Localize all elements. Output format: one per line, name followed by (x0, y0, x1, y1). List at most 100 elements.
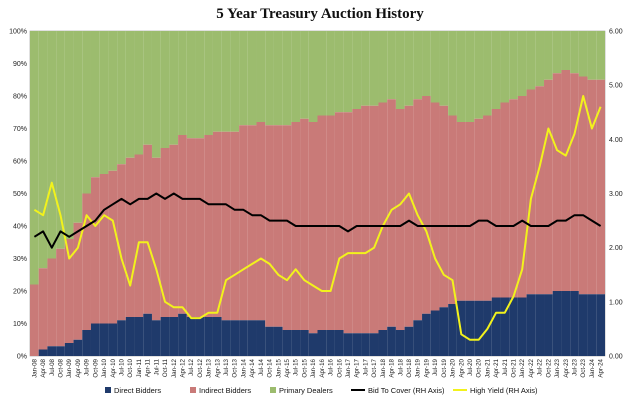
bar-indirect-bidders (395, 109, 405, 330)
bar-direct-bidders (395, 330, 405, 356)
bar-primary-dealers (352, 31, 362, 109)
bar-primary-dealers (212, 31, 222, 132)
bar-primary-dealers (430, 31, 440, 103)
bar-primary-dealers (439, 31, 449, 106)
bar-direct-bidders (125, 317, 135, 356)
bar-primary-dealers (596, 31, 605, 80)
bar-primary-dealers (326, 31, 335, 116)
bar-indirect-bidders (204, 135, 213, 317)
bar-direct-bidders (587, 294, 597, 356)
high-yield-line (33, 95, 602, 341)
bar-direct-bidders (204, 317, 213, 356)
bar-direct-bidders (265, 326, 274, 356)
x-axis-tick-label: Apr-18 (389, 358, 396, 377)
bar-direct-bidders (143, 313, 152, 356)
bar-primary-dealers (308, 31, 318, 122)
x-axis-tick-label: Jan-12 (171, 358, 178, 377)
bar-indirect-bidders (300, 118, 309, 330)
bar-primary-dealers (56, 31, 65, 249)
bar-primary-dealers (535, 31, 545, 87)
bar-primary-dealers (204, 31, 213, 135)
x-axis-tick-label: Apr-09 (75, 358, 82, 377)
bar-direct-bidders (134, 317, 144, 356)
bar-indirect-bidders (544, 79, 553, 295)
bar-direct-bidders (212, 317, 222, 356)
bar-indirect-bidders (64, 239, 74, 343)
bar-primary-dealers (343, 31, 353, 113)
right-axis-tick-label: 0.00 (609, 354, 623, 361)
x-axis-tick-label: Apr-16 (319, 358, 326, 377)
bar-direct-bidders (439, 307, 449, 356)
bar-primary-dealers (378, 31, 388, 103)
x-axis-tick-label: Jul-18 (397, 358, 404, 375)
legend-swatch (270, 387, 276, 393)
right-axis-tick-label: 5.00 (609, 83, 623, 90)
x-axis-tick-label: Jul-10 (118, 358, 125, 375)
bar-direct-bidders (561, 291, 571, 356)
bar-primary-dealers (30, 31, 39, 285)
bar-direct-bidders (317, 330, 327, 356)
bar-direct-bidders (509, 297, 518, 356)
bar-primary-dealers (195, 31, 205, 139)
bar-direct-bidders (73, 339, 83, 356)
bar-direct-bidders (300, 330, 309, 356)
bar-indirect-bidders (212, 131, 222, 317)
x-axis-tick-label: Jul-23 (572, 358, 579, 375)
right-axis-tick-label: 1.00 (609, 299, 623, 306)
bar-indirect-bidders (160, 148, 170, 317)
bar-primary-dealers (134, 31, 144, 155)
bar-primary-dealers (247, 31, 257, 126)
bar-primary-dealers (491, 31, 501, 109)
bar-primary-dealers (422, 31, 431, 96)
bar-indirect-bidders (134, 154, 144, 317)
bar-indirect-bidders (361, 105, 370, 334)
bar-primary-dealers (317, 31, 327, 116)
bar-indirect-bidders (570, 73, 579, 291)
x-axis-tick-label: Jan-19 (415, 358, 422, 377)
x-axis-tick-label: Apr-17 (354, 358, 361, 377)
left-axis-tick-label: 70% (13, 126, 27, 133)
bar-direct-bidders (465, 300, 475, 356)
bar-primary-dealers (47, 31, 57, 259)
bar-direct-bidders (526, 294, 536, 356)
bar-indirect-bidders (526, 89, 536, 295)
bar-primary-dealers (160, 31, 170, 148)
x-axis-tick-label: Jan-13 (206, 358, 213, 377)
bar-direct-bidders (239, 320, 248, 356)
x-axis-tick-label: Oct-10 (127, 358, 134, 377)
bar-primary-dealers (125, 31, 135, 158)
bar-indirect-bidders (38, 268, 48, 350)
bar-primary-dealers (117, 31, 126, 165)
legend-label: Direct Bidders (114, 386, 161, 395)
x-axis-tick-label: Oct-08 (57, 358, 64, 377)
bar-primary-dealers (395, 31, 405, 109)
x-axis-tick-label: Jan-23 (554, 358, 561, 377)
bar-indirect-bidders (30, 284, 39, 356)
x-axis-tick-label: Jan-21 (484, 358, 491, 377)
x-axis-tick-label: Oct-19 (441, 358, 448, 377)
x-axis-tick-label: Apr-24 (598, 358, 605, 377)
bar-direct-bidders (47, 346, 57, 356)
x-axis-tick-label: Apr-19 (423, 358, 430, 377)
x-axis-tick-label: Apr-08 (40, 358, 47, 377)
x-axis-tick-label: Oct-22 (545, 358, 552, 377)
legend-swatch (105, 387, 111, 393)
x-axis-tick-label: Jul-16 (328, 358, 335, 375)
bar-indirect-bidders (387, 99, 396, 327)
bar-indirect-bidders (587, 79, 597, 295)
bar-indirect-bidders (186, 138, 196, 317)
bar-primary-dealers (578, 31, 588, 77)
bar-indirect-bidders (151, 157, 161, 321)
bar-primary-dealers (108, 31, 118, 171)
bar-indirect-bidders (265, 125, 274, 327)
x-axis-tick-label: Apr-22 (528, 358, 535, 377)
bar-direct-bidders (343, 333, 353, 356)
x-axis-tick-label: Jul-22 (537, 358, 544, 375)
x-axis-tick-label: Jan-14 (240, 358, 247, 377)
bar-indirect-bidders (317, 115, 327, 330)
bar-primary-dealers (404, 31, 414, 106)
bar-indirect-bidders (47, 258, 57, 347)
bar-primary-dealers (361, 31, 370, 106)
x-axis-tick-label: Oct-15 (301, 358, 308, 377)
bid-to-cover-line (33, 192, 602, 249)
